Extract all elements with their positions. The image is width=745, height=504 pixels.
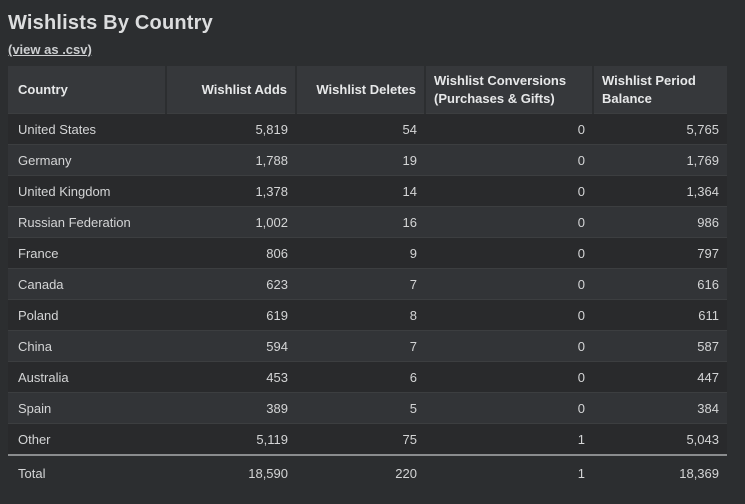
cell-wishlist-period-balance: 587 xyxy=(593,330,727,362)
cell-wishlist-deletes: 14 xyxy=(296,175,425,207)
cell-wishlist-period-balance: 5,765 xyxy=(593,113,727,145)
column-header-wishlist-conversions: Wishlist Conversions (Purchases & Gifts) xyxy=(424,66,593,114)
cell-wishlist-deletes: 7 xyxy=(296,330,425,362)
cell-wishlist-period-balance: 797 xyxy=(593,237,727,269)
table-row: United Kingdom 1,378 14 0 1,364 xyxy=(8,175,727,207)
cell-wishlist-adds: 389 xyxy=(166,392,296,424)
table-row: Germany 1,788 19 0 1,769 xyxy=(8,144,727,176)
cell-country: Other xyxy=(8,423,166,456)
cell-country: Australia xyxy=(8,361,166,393)
cell-wishlist-period-balance: 5,043 xyxy=(593,423,727,456)
table-row: Australia 453 6 0 447 xyxy=(8,361,727,393)
cell-wishlist-period-balance: 1,769 xyxy=(593,144,727,176)
cell-wishlist-deletes: 5 xyxy=(296,392,425,424)
cell-wishlist-deletes: 7 xyxy=(296,268,425,300)
cell-wishlist-deletes: 16 xyxy=(296,206,425,238)
cell-wishlist-conversions: 0 xyxy=(425,113,593,145)
cell-wishlist-adds: 453 xyxy=(166,361,296,393)
cell-wishlist-adds: 623 xyxy=(166,268,296,300)
table-row: United States 5,819 54 0 5,765 xyxy=(8,113,727,145)
cell-wishlist-adds: 619 xyxy=(166,299,296,331)
cell-wishlist-conversions: 0 xyxy=(425,144,593,176)
column-header-wishlist-deletes: Wishlist Deletes xyxy=(295,66,425,114)
cell-wishlist-conversions: 0 xyxy=(425,237,593,269)
table-row: France 806 9 0 797 xyxy=(8,237,727,269)
cell-wishlist-deletes: 75 xyxy=(296,423,425,456)
cell-country: United Kingdom xyxy=(8,175,166,207)
cell-wishlist-conversions: 0 xyxy=(425,392,593,424)
cell-wishlist-deletes: 19 xyxy=(296,144,425,176)
cell-wishlist-conversions: 0 xyxy=(425,299,593,331)
cell-total-deletes: 220 xyxy=(296,454,425,491)
cell-wishlist-period-balance: 384 xyxy=(593,392,727,424)
cell-wishlist-conversions: 0 xyxy=(425,330,593,362)
cell-wishlist-period-balance: 986 xyxy=(593,206,727,238)
cell-wishlist-conversions: 0 xyxy=(425,206,593,238)
header-row: Country Wishlist Adds Wishlist Deletes W… xyxy=(8,66,727,114)
cell-total-label: Total xyxy=(8,454,166,491)
table-row: Canada 623 7 0 616 xyxy=(8,268,727,300)
cell-country: Poland xyxy=(8,299,166,331)
wishlists-by-country-table: Country Wishlist Adds Wishlist Deletes W… xyxy=(8,66,727,491)
table-row: Spain 389 5 0 384 xyxy=(8,392,727,424)
cell-total-adds: 18,590 xyxy=(166,454,296,491)
cell-country: France xyxy=(8,237,166,269)
cell-wishlist-adds: 1,002 xyxy=(166,206,296,238)
cell-wishlist-period-balance: 611 xyxy=(593,299,727,331)
cell-wishlist-adds: 1,378 xyxy=(166,175,296,207)
cell-country: United States xyxy=(8,113,166,145)
table-row: Other 5,119 75 1 5,043 xyxy=(8,423,727,456)
cell-wishlist-deletes: 9 xyxy=(296,237,425,269)
column-header-wishlist-period-balance: Wishlist Period Balance xyxy=(592,66,727,114)
table-row: Poland 619 8 0 611 xyxy=(8,299,727,331)
cell-wishlist-period-balance: 616 xyxy=(593,268,727,300)
cell-total-conversions: 1 xyxy=(425,454,593,491)
cell-wishlist-deletes: 6 xyxy=(296,361,425,393)
cell-wishlist-adds: 5,119 xyxy=(166,423,296,456)
cell-wishlist-period-balance: 1,364 xyxy=(593,175,727,207)
page-container: Wishlists By Country (view as .csv) Coun… xyxy=(8,12,727,491)
cell-wishlist-conversions: 0 xyxy=(425,175,593,207)
cell-wishlist-conversions: 0 xyxy=(425,361,593,393)
cell-wishlist-conversions: 0 xyxy=(425,268,593,300)
table-footer: Total 18,590 220 1 18,369 xyxy=(8,454,727,491)
cell-total-balance: 18,369 xyxy=(593,454,727,491)
view-as-csv-link[interactable]: (view as .csv) xyxy=(8,42,92,57)
cell-wishlist-adds: 1,788 xyxy=(166,144,296,176)
cell-country: Russian Federation xyxy=(8,206,166,238)
cell-country: China xyxy=(8,330,166,362)
column-header-country: Country xyxy=(8,66,166,114)
total-row: Total 18,590 220 1 18,369 xyxy=(8,454,727,491)
table-row: Russian Federation 1,002 16 0 986 xyxy=(8,206,727,238)
table-body: United States 5,819 54 0 5,765 Germany 1… xyxy=(8,113,727,456)
cell-wishlist-period-balance: 447 xyxy=(593,361,727,393)
cell-wishlist-deletes: 8 xyxy=(296,299,425,331)
cell-wishlist-deletes: 54 xyxy=(296,113,425,145)
column-header-wishlist-adds: Wishlist Adds xyxy=(165,66,296,114)
cell-wishlist-conversions: 1 xyxy=(425,423,593,456)
page-title: Wishlists By Country xyxy=(8,12,213,34)
cell-country: Germany xyxy=(8,144,166,176)
table-row: China 594 7 0 587 xyxy=(8,330,727,362)
cell-wishlist-adds: 594 xyxy=(166,330,296,362)
cell-wishlist-adds: 5,819 xyxy=(166,113,296,145)
cell-wishlist-adds: 806 xyxy=(166,237,296,269)
cell-country: Canada xyxy=(8,268,166,300)
cell-country: Spain xyxy=(8,392,166,424)
table-header: Country Wishlist Adds Wishlist Deletes W… xyxy=(8,66,727,114)
